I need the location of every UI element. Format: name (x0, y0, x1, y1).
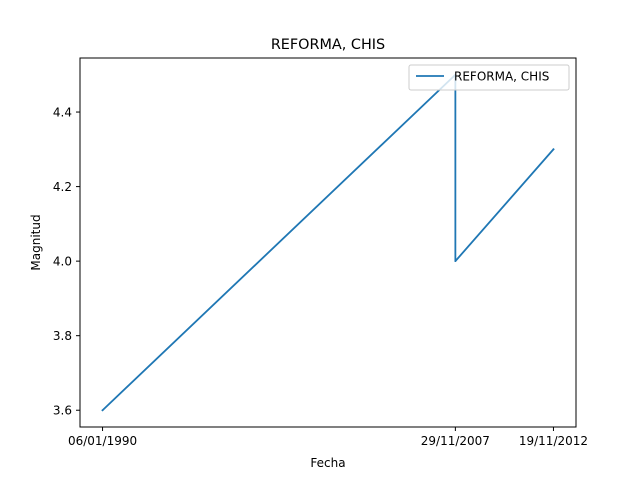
y-tick-label: 3.8 (53, 329, 72, 343)
legend-label: REFORMA, CHIS (454, 70, 549, 84)
data-point (101, 409, 104, 412)
legend-box (408, 64, 570, 91)
x-axis: 06/01/1990 29/11/2007 19/11/2012 (68, 427, 588, 448)
data-point (552, 148, 555, 151)
y-tick-label: 4.0 (53, 255, 72, 269)
y-axis-label: Magnitud (29, 214, 43, 270)
y-axis: 3.6 3.8 4.0 4.2 4.4 (53, 106, 80, 418)
series-layer (101, 73, 555, 412)
y-tick-label: 4.4 (53, 106, 72, 120)
x-tick-label: 19/11/2012 (519, 434, 588, 448)
legend: REFORMA, CHIS (408, 64, 570, 91)
x-tick-label: 29/11/2007 (421, 434, 490, 448)
y-tick-label: 4.2 (53, 180, 72, 194)
x-axis-label: Fecha (310, 456, 345, 470)
plot-frame (79, 57, 577, 428)
data-point (454, 260, 457, 263)
y-tick-label: 3.6 (53, 404, 72, 418)
chart-title: REFORMA, CHIS (271, 37, 385, 53)
x-tick-label: 06/01/1990 (68, 434, 137, 448)
series-line (101, 73, 555, 412)
